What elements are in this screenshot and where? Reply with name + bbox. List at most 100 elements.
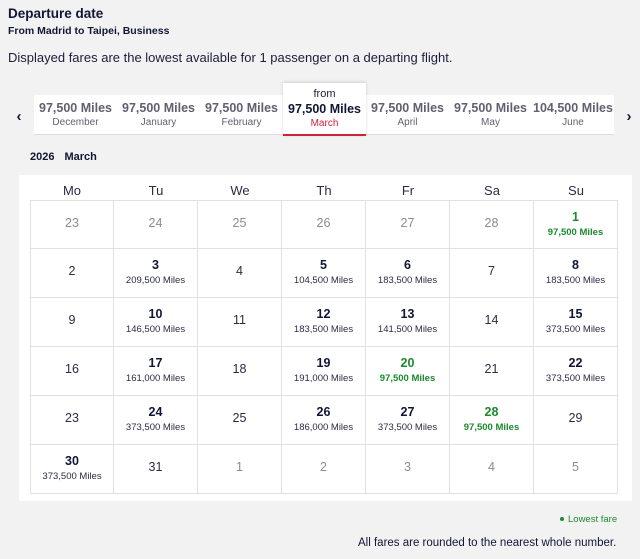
day-number: 3 (404, 460, 411, 474)
day-number: 27 (400, 405, 415, 419)
month-tab-march[interactable]: from 97,500 Miles March (283, 83, 366, 136)
page-title: Departure date (8, 6, 104, 21)
green-dot-icon (560, 517, 564, 522)
calendar-day[interactable]: 22 373,500 Miles (534, 347, 618, 396)
calendar-day[interactable]: 17 161,000 Miles (114, 347, 198, 396)
day-number: 20 (400, 356, 415, 370)
weekday-header: We (230, 183, 250, 198)
month-label: January (140, 117, 177, 128)
calendar-day[interactable]: 30 373,500 Miles (30, 445, 114, 494)
calendar-day-lowest-fare[interactable]: 28 97,500 Miles (450, 396, 534, 445)
calendar-day: 11 (198, 298, 282, 347)
day-number: 10 (148, 307, 163, 321)
calendar-day: 18 (198, 347, 282, 396)
weekday-header: Th (316, 183, 332, 198)
calendar-day[interactable]: 12 183,500 Miles (282, 298, 366, 347)
month-tab-april[interactable]: 97,500 Miles April (366, 95, 449, 135)
route-subtitle: From Madrid to Taipei, Business (8, 25, 170, 37)
calendar-day[interactable]: 26 186,000 Miles (282, 396, 366, 445)
calendar-day: 4 (198, 249, 282, 298)
day-fare: 186,000 Miles (293, 422, 354, 433)
day-number: 9 (68, 313, 76, 327)
calendar-day: 27 (366, 200, 450, 249)
calendar-day[interactable]: 24 373,500 Miles (114, 396, 198, 445)
day-fare: 104,500 Miles (293, 275, 354, 286)
day-number: 19 (316, 356, 331, 370)
day-fare: 373,500 Miles (377, 422, 438, 433)
calendar-day-lowest-fare[interactable]: 1 97,500 Miles (534, 200, 618, 249)
month-label: March (310, 118, 339, 129)
day-number: 4 (488, 460, 495, 474)
calendar-day[interactable]: 15 373,500 Miles (534, 298, 618, 347)
calendar-day: 7 (450, 249, 534, 298)
day-number: 25 (232, 411, 247, 425)
month-price: 97,500 Miles (39, 101, 112, 115)
calendar-day: 1 (198, 445, 282, 494)
calendar-day[interactable]: 19 191,000 Miles (282, 347, 366, 396)
month-tab-february[interactable]: 97,500 Miles February (200, 95, 283, 135)
from-label: from (313, 88, 336, 100)
month-tab-january[interactable]: 97,500 Miles January (117, 95, 200, 135)
calendar-day[interactable]: 5 104,500 Miles (282, 249, 366, 298)
calendar-day: 24 (114, 200, 198, 249)
month-tab-december[interactable]: 97,500 Miles December (34, 95, 117, 135)
month-label: April (397, 117, 418, 128)
month-price: 104,500 Miles (533, 101, 613, 115)
day-fare: 209,500 Miles (125, 275, 186, 286)
calendar-day: 2 (30, 249, 114, 298)
day-number: 27 (400, 216, 415, 230)
day-fare: 183,500 Miles (545, 275, 606, 286)
day-fare: 373,500 Miles (125, 422, 186, 433)
calendar-day: 26 (282, 200, 366, 249)
day-number: 21 (484, 362, 499, 376)
calendar-day[interactable]: 6 183,500 Miles (366, 249, 450, 298)
legend-label: Lowest fare (568, 514, 618, 525)
day-number: 5 (572, 460, 579, 474)
month-price: 97,500 Miles (288, 102, 361, 116)
calendar-day: 29 (534, 396, 618, 445)
calendar-year: 2026 (30, 151, 55, 163)
weekday-header: Sa (484, 183, 500, 198)
calendar-day[interactable]: 13 141,500 Miles (366, 298, 450, 347)
day-number: 11 (233, 313, 246, 327)
calendar-day[interactable]: 27 373,500 Miles (366, 396, 450, 445)
day-fare: 161,000 Miles (125, 373, 186, 384)
month-label: December (52, 117, 99, 128)
calendar-day: 23 (30, 396, 114, 445)
month-tab-may[interactable]: 97,500 Miles May (449, 95, 532, 135)
day-fare: 191,000 Miles (293, 373, 354, 384)
day-number: 12 (316, 307, 331, 321)
day-number: 28 (484, 216, 499, 230)
day-number: 29 (568, 411, 583, 425)
day-number: 16 (65, 362, 79, 376)
fare-disclaimer: Displayed fares are the lowest available… (8, 50, 453, 65)
calendar-grid (19, 175, 632, 501)
day-number: 6 (404, 258, 411, 272)
day-number: 7 (488, 264, 495, 278)
weekday-header: Su (568, 183, 584, 198)
day-number: 25 (232, 216, 247, 230)
month-label: May (481, 117, 500, 128)
weekday-header: Tu (148, 183, 164, 198)
day-fare: 373,500 Miles (42, 471, 102, 482)
calendar-day: 23 (30, 200, 114, 249)
month-label: February (221, 117, 262, 128)
calendar-month: March (64, 151, 97, 163)
calendar-day: 31 (114, 445, 198, 494)
day-fare: 141,500 Miles (377, 324, 438, 335)
month-tab-june[interactable]: 104,500 Miles June (532, 95, 614, 135)
chevron-left-icon[interactable]: ‹ (16, 108, 22, 125)
day-fare: 146,500 Miles (125, 324, 186, 335)
chevron-right-icon[interactable]: › (626, 108, 632, 125)
calendar-day: 14 (450, 298, 534, 347)
month-price: 97,500 Miles (205, 101, 278, 115)
day-number: 18 (232, 362, 247, 376)
day-number: 22 (568, 356, 583, 370)
calendar-day[interactable]: 8 183,500 Miles (534, 249, 618, 298)
calendar-day: 21 (450, 347, 534, 396)
calendar-day[interactable]: 3 209,500 Miles (114, 249, 198, 298)
calendar-day[interactable]: 10 146,500 Miles (114, 298, 198, 347)
day-number: 5 (320, 258, 327, 272)
day-fare: 373,500 Miles (545, 324, 606, 335)
calendar-day-lowest-fare[interactable]: 20 97,500 Miles (366, 347, 450, 396)
